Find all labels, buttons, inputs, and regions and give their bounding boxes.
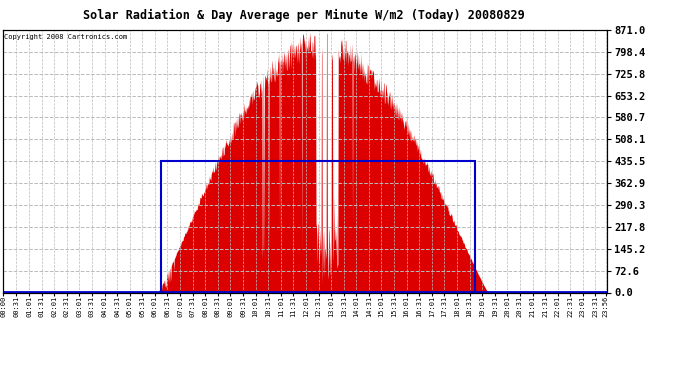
Text: Copyright 2008 Cartronics.com: Copyright 2008 Cartronics.com	[4, 34, 128, 40]
Text: Solar Radiation & Day Average per Minute W/m2 (Today) 20080829: Solar Radiation & Day Average per Minute…	[83, 9, 524, 22]
Bar	[161, 161, 475, 292]
